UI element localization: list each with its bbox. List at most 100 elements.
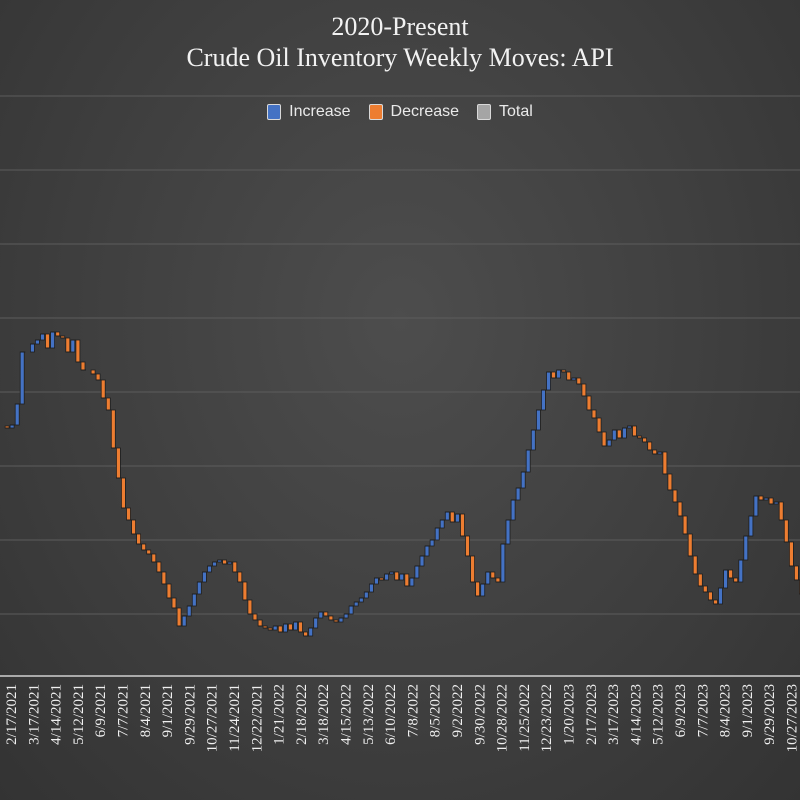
waterfall-bars [4, 331, 800, 637]
x-tick-label: 8/5/2022 [428, 684, 444, 737]
x-tick-label: 9/29/2023 [762, 684, 778, 745]
decrease-bar [667, 473, 673, 491]
x-tick-label: 3/17/2021 [26, 684, 42, 745]
x-tick-label: 10/27/2023 [785, 684, 800, 752]
increase-bar [429, 539, 435, 547]
x-tick-label: 4/14/2021 [49, 684, 65, 745]
decrease-bar [110, 409, 116, 449]
increase-bar [384, 573, 390, 581]
increase-bar [546, 371, 551, 391]
x-tick-label: 1/20/2023 [562, 684, 578, 745]
decrease-bar [80, 361, 86, 371]
increase-bar [19, 351, 25, 405]
decrease-bar [105, 397, 111, 411]
x-tick-label: 11/24/2021 [227, 684, 243, 752]
increase-bar [353, 601, 359, 607]
increase-bar [399, 573, 405, 581]
increase-bar [368, 583, 374, 593]
increase-bar [343, 613, 349, 619]
chart-subtitle: Crude Oil Inventory Weekly Moves: API [186, 43, 614, 72]
decrease-bar [176, 607, 182, 627]
decrease-bar [287, 623, 293, 631]
legend-swatch-decrease [368, 104, 383, 120]
legend-label-total: Total [499, 103, 533, 120]
x-tick-label: 1/21/2022 [272, 684, 288, 745]
x-tick-label: 11/25/2022 [517, 684, 533, 752]
decrease-bar [490, 571, 496, 579]
x-tick-label: 6/9/2023 [673, 684, 689, 737]
increase-bar [622, 427, 627, 439]
decrease-bar [778, 501, 784, 521]
increase-bar [293, 621, 298, 631]
increase-bar [207, 565, 212, 573]
decrease-bar [328, 615, 334, 621]
increase-bar [606, 439, 612, 447]
decrease-bar [465, 535, 470, 557]
increase-bar [753, 495, 759, 517]
x-tick-label: 7/7/2023 [695, 684, 711, 737]
chart-title: 2020-Present [331, 12, 469, 41]
x-tick-label: 5/12/2021 [71, 684, 87, 745]
x-tick-label: 8/4/2021 [138, 684, 154, 737]
decrease-bar [576, 377, 582, 385]
chart-legend: Increase Decrease Total [0, 103, 800, 121]
legend-item-decrease: Decrease [368, 103, 459, 121]
x-tick-label: 4/14/2023 [628, 684, 644, 745]
x-tick-label: 3/18/2022 [316, 684, 332, 745]
legend-label-increase: Increase [289, 103, 351, 120]
decrease-bar [242, 581, 248, 601]
increase-bar [313, 617, 319, 629]
decrease-bar [460, 513, 465, 537]
decrease-bar [551, 371, 556, 379]
increase-bar [434, 527, 440, 541]
decrease-bar [232, 561, 238, 573]
increase-bar [348, 605, 354, 615]
decrease-bar [151, 553, 157, 563]
x-tick-label: 10/28/2022 [495, 684, 511, 752]
increase-bar [439, 519, 445, 529]
decrease-bar [237, 571, 243, 583]
decrease-bar [581, 383, 587, 397]
decrease-bar [55, 331, 61, 337]
decrease-bar [475, 581, 481, 597]
decrease-bar [116, 447, 121, 479]
decrease-bar [672, 489, 678, 503]
increase-bar [201, 571, 207, 583]
decrease-bar [252, 613, 258, 621]
decrease-bar [632, 425, 637, 437]
decrease-bar [495, 577, 501, 583]
increase-bar [282, 623, 288, 633]
increase-bar [212, 561, 217, 567]
decrease-bar [794, 565, 799, 581]
decrease-bar [75, 339, 81, 363]
increase-bar [196, 581, 202, 595]
decrease-bar [692, 555, 698, 575]
x-tick-label: 8/4/2023 [718, 684, 734, 737]
decrease-bar [90, 369, 96, 375]
increase-bar [748, 515, 754, 537]
decrease-bar [601, 431, 607, 447]
decrease-bar [45, 333, 50, 349]
increase-bar [373, 577, 379, 585]
increase-bar [358, 597, 364, 603]
increase-bar [409, 577, 415, 587]
x-tick-label: 6/10/2022 [383, 684, 399, 745]
legend-swatch-increase [267, 104, 282, 120]
x-tick-label: 7/7/2021 [116, 684, 132, 737]
increase-bar [50, 331, 55, 349]
decrease-bar [166, 583, 172, 599]
x-tick-label: 12/22/2021 [249, 684, 265, 752]
x-tick-label: 9/30/2022 [472, 684, 488, 745]
decrease-bar [566, 371, 572, 381]
decrease-bar [298, 621, 303, 633]
increase-bar [308, 627, 314, 637]
decrease-bar [277, 625, 283, 633]
decrease-bar [257, 619, 263, 627]
decrease-bar [65, 337, 71, 353]
increase-bar [541, 389, 546, 411]
decrease-bar [647, 441, 653, 451]
x-tick-label: 2/17/2023 [584, 684, 600, 745]
increase-bar [454, 513, 460, 523]
decrease-bar [758, 495, 764, 501]
decrease-bar [222, 559, 228, 565]
